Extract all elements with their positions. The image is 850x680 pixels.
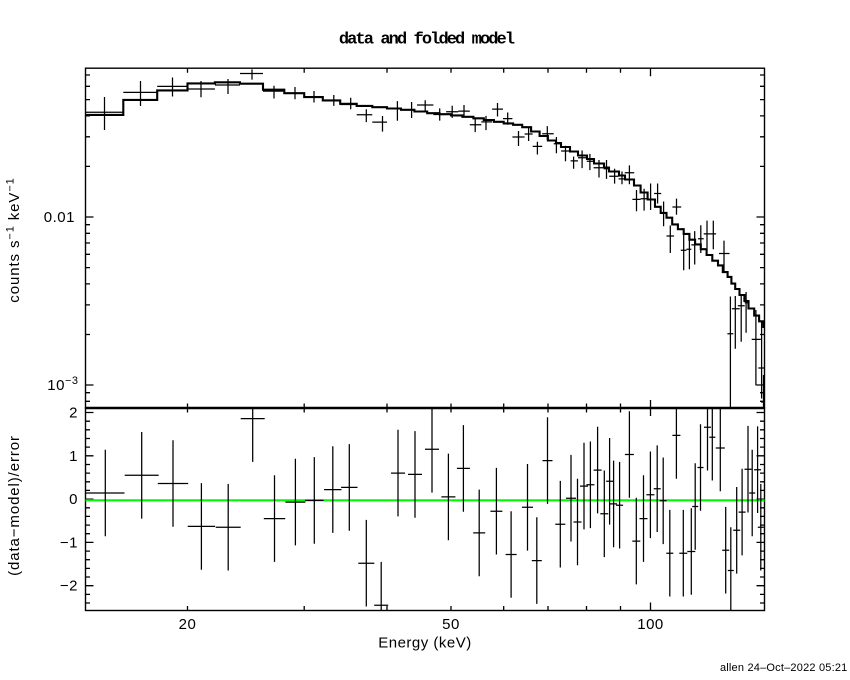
svg-text:(data−model)/error: (data−model)/error	[6, 435, 23, 576]
svg-text:0: 0	[69, 491, 78, 508]
svg-text:2: 2	[69, 405, 78, 422]
svg-text:20: 20	[179, 616, 197, 633]
svg-text:0.01: 0.01	[44, 209, 75, 226]
svg-text:100: 100	[637, 616, 664, 633]
svg-text:50: 50	[442, 616, 460, 633]
svg-text:Energy (keV): Energy (keV)	[378, 635, 472, 652]
svg-text:−1: −1	[60, 534, 78, 551]
svg-text:data and folded model: data and folded model	[339, 31, 515, 50]
svg-text:counts s−1 keV−1: counts s−1 keV−1	[5, 177, 24, 302]
svg-text:allen 24–Oct–2022 05:21: allen 24–Oct–2022 05:21	[720, 662, 848, 674]
svg-text:1: 1	[69, 448, 78, 465]
svg-text:−2: −2	[60, 578, 78, 595]
